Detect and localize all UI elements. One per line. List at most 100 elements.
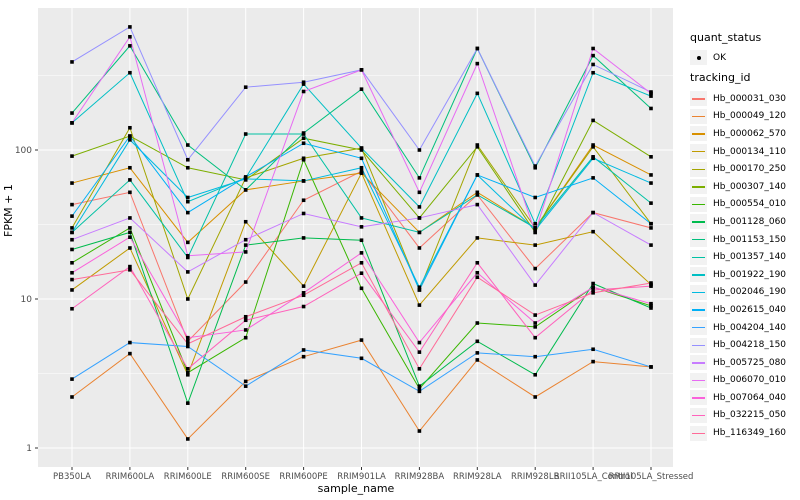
data-point — [649, 365, 653, 369]
data-point — [649, 155, 653, 159]
line-color-key — [690, 267, 707, 283]
legend-item-Hb_002046_190: Hb_002046_190 — [690, 284, 786, 302]
data-point — [243, 188, 248, 192]
data-point — [186, 165, 190, 170]
legend-item-label: Hb_001128_060 — [713, 216, 787, 227]
data-point — [128, 340, 132, 345]
data-point — [186, 210, 190, 215]
data-point — [359, 87, 364, 91]
data-point — [533, 243, 537, 247]
data-point — [70, 237, 74, 242]
legend-item-label: Hb_001357_140 — [713, 252, 787, 263]
x-tick-label: RRII105LA_Stressed — [609, 472, 694, 482]
legend-item-label: Hb_032215_050 — [713, 410, 787, 421]
data-point — [475, 46, 480, 51]
legend-item-label: Hb_000170_250 — [713, 164, 787, 175]
series-color-line-icon — [692, 274, 705, 276]
data-point — [417, 386, 422, 391]
data-point — [591, 156, 595, 161]
data-point — [649, 94, 653, 98]
data-point — [591, 291, 595, 295]
data-point — [70, 111, 74, 115]
data-point — [128, 125, 132, 130]
legend-item-Hb_001128_060: Hb_001128_060 — [690, 213, 786, 231]
data-point — [649, 226, 653, 230]
data-point — [533, 164, 537, 168]
data-point — [359, 338, 364, 342]
data-point — [417, 205, 422, 209]
legend-item-Hb_000307_140: Hb_000307_140 — [690, 178, 786, 196]
data-point — [417, 230, 422, 235]
data-point — [128, 25, 132, 29]
data-point — [533, 354, 537, 359]
legend-item-Hb_000170_250: Hb_000170_250 — [690, 160, 786, 178]
series-color-line-icon — [692, 151, 705, 153]
legend-item-label: Hb_000134_110 — [713, 146, 787, 157]
x-tick-label: RRIM600SE — [221, 472, 270, 482]
data-point — [128, 264, 132, 269]
data-point — [591, 347, 595, 352]
series-color-line-icon — [692, 186, 705, 188]
data-point — [301, 132, 306, 136]
data-point — [591, 118, 595, 123]
line-color-key — [690, 302, 707, 318]
series-color-line-icon — [692, 133, 705, 135]
data-point — [301, 141, 306, 146]
data-point — [359, 271, 364, 275]
data-point — [475, 321, 480, 325]
data-point — [591, 281, 595, 286]
legend-item-label: Hb_004204_140 — [713, 322, 787, 333]
data-point — [243, 85, 248, 89]
data-point — [591, 62, 595, 67]
data-point — [70, 306, 74, 311]
legend-item-label: Hb_005725_080 — [713, 357, 787, 368]
data-point — [301, 136, 306, 141]
data-point — [70, 230, 74, 235]
data-point — [243, 243, 248, 247]
data-point — [186, 342, 190, 346]
data-point — [533, 325, 537, 329]
data-point — [359, 148, 364, 152]
line-color-key — [690, 91, 707, 107]
line-color-key — [690, 179, 707, 195]
series-color-line-icon — [692, 344, 705, 346]
data-point — [186, 199, 190, 204]
data-point — [417, 384, 422, 388]
line-color-key — [690, 425, 707, 441]
series-color-line-icon — [692, 168, 705, 171]
data-point — [533, 230, 537, 235]
data-point — [359, 216, 364, 220]
data-point — [128, 35, 132, 39]
ok-point-icon — [696, 55, 701, 60]
data-point — [475, 275, 480, 280]
data-point — [186, 253, 190, 258]
data-point — [301, 284, 306, 288]
data-point — [243, 280, 248, 284]
data-point — [649, 301, 653, 306]
x-tick-label: RRIM600LE — [164, 472, 212, 482]
y-tick-label: 100 — [15, 146, 32, 156]
series-color-line-icon — [692, 309, 705, 311]
data-point — [243, 318, 248, 323]
data-point — [533, 313, 537, 317]
data-point — [243, 335, 248, 340]
data-point — [475, 202, 480, 207]
data-point — [417, 288, 422, 292]
line-color-key — [690, 108, 707, 124]
data-point — [128, 138, 132, 142]
series-color-line-icon — [692, 291, 705, 294]
data-point — [243, 219, 248, 224]
data-point — [649, 201, 653, 205]
series-color-line-icon — [692, 379, 705, 382]
legend-item-label: Hb_000554_010 — [713, 199, 787, 210]
legend-item-label: Hb_002615_040 — [713, 304, 787, 315]
data-point — [70, 154, 74, 158]
data-point — [591, 285, 595, 290]
data-point — [243, 328, 248, 332]
data-point — [186, 367, 190, 371]
series-color-line-icon — [692, 221, 705, 223]
data-point — [475, 61, 480, 66]
data-point — [301, 82, 306, 86]
data-point — [301, 293, 306, 298]
